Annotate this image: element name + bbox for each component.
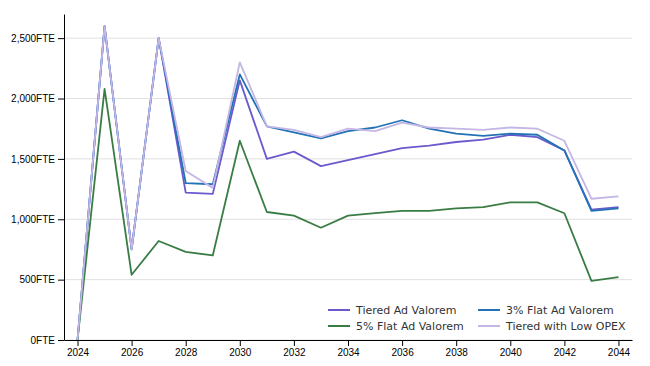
x-tick-label: 2038: [446, 347, 469, 358]
y-tick-mark: [58, 38, 64, 39]
x-tick-mark: [186, 340, 187, 346]
y-tick: 2,500FTE: [11, 33, 64, 44]
x-tick-label: 2036: [391, 347, 414, 358]
grid-line: [64, 279, 632, 280]
y-tick-mark: [58, 219, 64, 220]
x-tick-mark: [78, 340, 79, 346]
grid-line: [64, 98, 632, 99]
legend-swatch: [478, 325, 500, 327]
y-tick-mark: [58, 99, 64, 100]
legend-label: Tiered with Low OPEX: [505, 320, 626, 333]
x-tick-mark: [132, 340, 133, 346]
series-line: [78, 26, 619, 340]
legend-label: 3% Flat Ad Valorem: [506, 304, 614, 317]
y-tick: 500FTE: [19, 274, 64, 285]
x-tick: 2030: [229, 340, 252, 358]
x-tick: 2034: [337, 340, 360, 358]
legend-swatch: [328, 309, 350, 311]
legend-label: 5% Flat Ad Valorem: [356, 320, 464, 333]
x-tick-mark: [564, 340, 565, 346]
series-line: [78, 26, 619, 340]
legend-item: Tiered Ad Valorem: [328, 304, 457, 317]
y-axis-line: [64, 15, 65, 341]
y-tick-label: 1,500FTE: [11, 154, 55, 165]
y-axis: 0FTE 500FTE 1,000FTE 1,500FTE 2,000FTE 2,500F…: [11, 15, 64, 346]
x-tick: 2024: [67, 340, 90, 358]
y-tick: 1,000FTE: [11, 214, 64, 225]
legend-item: 5% Flat Ad Valorem: [328, 320, 464, 333]
x-tick-mark: [240, 340, 241, 346]
x-tick: 2028: [175, 340, 198, 358]
legend-item: 3% Flat Ad Valorem: [478, 304, 614, 317]
x-tick-label: 2026: [121, 347, 144, 358]
grid-line: [64, 219, 632, 220]
x-tick: 2042: [554, 340, 577, 358]
x-tick-label: 2040: [500, 347, 523, 358]
legend-item: Tiered with Low OPEX: [478, 320, 626, 333]
y-tick-label: 0FTE: [31, 335, 56, 346]
x-tick-mark: [294, 340, 295, 346]
x-tick: 2032: [283, 340, 306, 358]
y-tick: 0FTE: [31, 335, 64, 346]
x-tick: 2044: [608, 340, 631, 358]
y-tick-label: 2,500FTE: [11, 33, 55, 44]
x-tick-label: 2044: [608, 347, 631, 358]
x-tick-label: 2024: [67, 347, 90, 358]
x-tick-mark: [348, 340, 349, 346]
x-tick-mark: [456, 340, 457, 346]
x-tick: 2036: [391, 340, 414, 358]
y-tick-label: 500FTE: [19, 274, 55, 285]
x-tick-mark: [618, 340, 619, 346]
y-tick-label: 2,000FTE: [11, 93, 55, 104]
y-tick-mark: [58, 340, 64, 341]
x-tick: 2040: [500, 340, 523, 358]
grid: [64, 38, 632, 340]
x-tick-label: 2028: [175, 347, 198, 358]
y-tick-mark: [58, 159, 64, 160]
y-tick: 1,500FTE: [11, 154, 64, 165]
x-tick-label: 2042: [554, 347, 577, 358]
legend-swatch: [328, 325, 350, 327]
plot: 0FTE 500FTE 1,000FTE 1,500FTE 2,000FTE 2,500F…: [11, 15, 632, 359]
y-tick: 2,000FTE: [11, 93, 64, 104]
series-line: [78, 89, 619, 340]
x-tick-mark: [510, 340, 511, 346]
legend-swatch: [478, 309, 500, 311]
x-tick-label: 2030: [229, 347, 252, 358]
x-tick-label: 2032: [283, 347, 306, 358]
chart: 0FTE 500FTE 1,000FTE 1,500FTE 2,000FTE 2,500F…: [0, 0, 650, 366]
x-axis: 2024 2026 2028 2030 2032 2034 2036 2038 2040 2042…: [65, 340, 633, 358]
series-line: [78, 26, 619, 340]
y-tick-label: 1,000FTE: [11, 214, 55, 225]
x-tick-label: 2034: [337, 347, 360, 358]
grid-line: [64, 38, 632, 39]
y-tick-mark: [58, 280, 64, 281]
x-tick: 2038: [446, 340, 469, 358]
lines: [78, 26, 619, 340]
x-tick-mark: [402, 340, 403, 346]
legend: Tiered Ad Valorem 3% Flat Ad Valorem 5% Fl…: [328, 304, 626, 333]
legend-label: Tiered Ad Valorem: [355, 304, 457, 317]
x-tick: 2026: [121, 340, 144, 358]
